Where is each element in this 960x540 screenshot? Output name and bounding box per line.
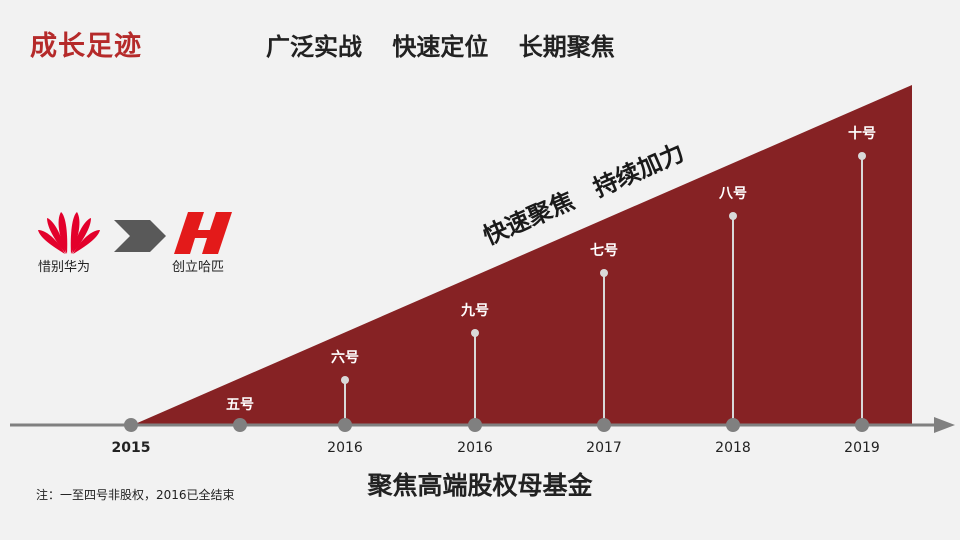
subtitle-part-2: 快速定位 [392, 33, 489, 61]
footnote: 注：一至四号非股权，2016已全结束 [36, 488, 235, 502]
milestone-dot [471, 329, 479, 337]
timeline-node [597, 418, 611, 432]
origin-to-label: 创立哈匹 [172, 260, 225, 275]
milestone-label: 七号 [590, 243, 618, 259]
subtitle-part-3: 长期聚焦 [518, 33, 615, 61]
year-label: 2015 [112, 440, 151, 456]
chevron-right-icon [114, 220, 166, 256]
hapi-logo [174, 212, 236, 258]
year-label: 2016 [457, 440, 493, 456]
growth-triangle [135, 85, 912, 424]
milestone-label: 十号 [848, 125, 876, 142]
year-label: 2018 [715, 440, 751, 456]
timeline-node [338, 418, 352, 432]
timeline-node [124, 418, 138, 432]
huawei-petal-logo-icon [38, 212, 100, 254]
timeline-node [855, 418, 869, 432]
milestone-label: 八号 [718, 186, 747, 202]
huawei-logo [36, 208, 102, 258]
year-label: 2019 [844, 440, 880, 456]
milestone-label: 五号 [226, 397, 254, 413]
milestone-label: 六号 [331, 349, 359, 366]
subtitle: 广泛实战 快速定位 长期聚焦 [266, 27, 637, 62]
timeline-node [468, 418, 482, 432]
timeline-node [233, 418, 247, 432]
year-label: 2017 [586, 440, 622, 456]
origin-from-label: 惜别华为 [38, 260, 91, 275]
milestone-dot [729, 212, 737, 220]
timeline-axis-arrowhead [934, 417, 955, 433]
milestone-dot [600, 269, 608, 277]
milestone-label: 九号 [460, 303, 489, 319]
year-label: 2016 [327, 440, 363, 456]
milestone-dot [341, 376, 349, 384]
subtitle-part-1: 广泛实战 [266, 33, 362, 61]
fund-label: 聚焦高端股权母基金 [367, 471, 593, 500]
timeline-node [726, 418, 740, 432]
hapi-h-logo-icon [174, 212, 232, 254]
milestone-dot [858, 152, 866, 160]
slide-title: 成长足迹 [30, 31, 142, 62]
